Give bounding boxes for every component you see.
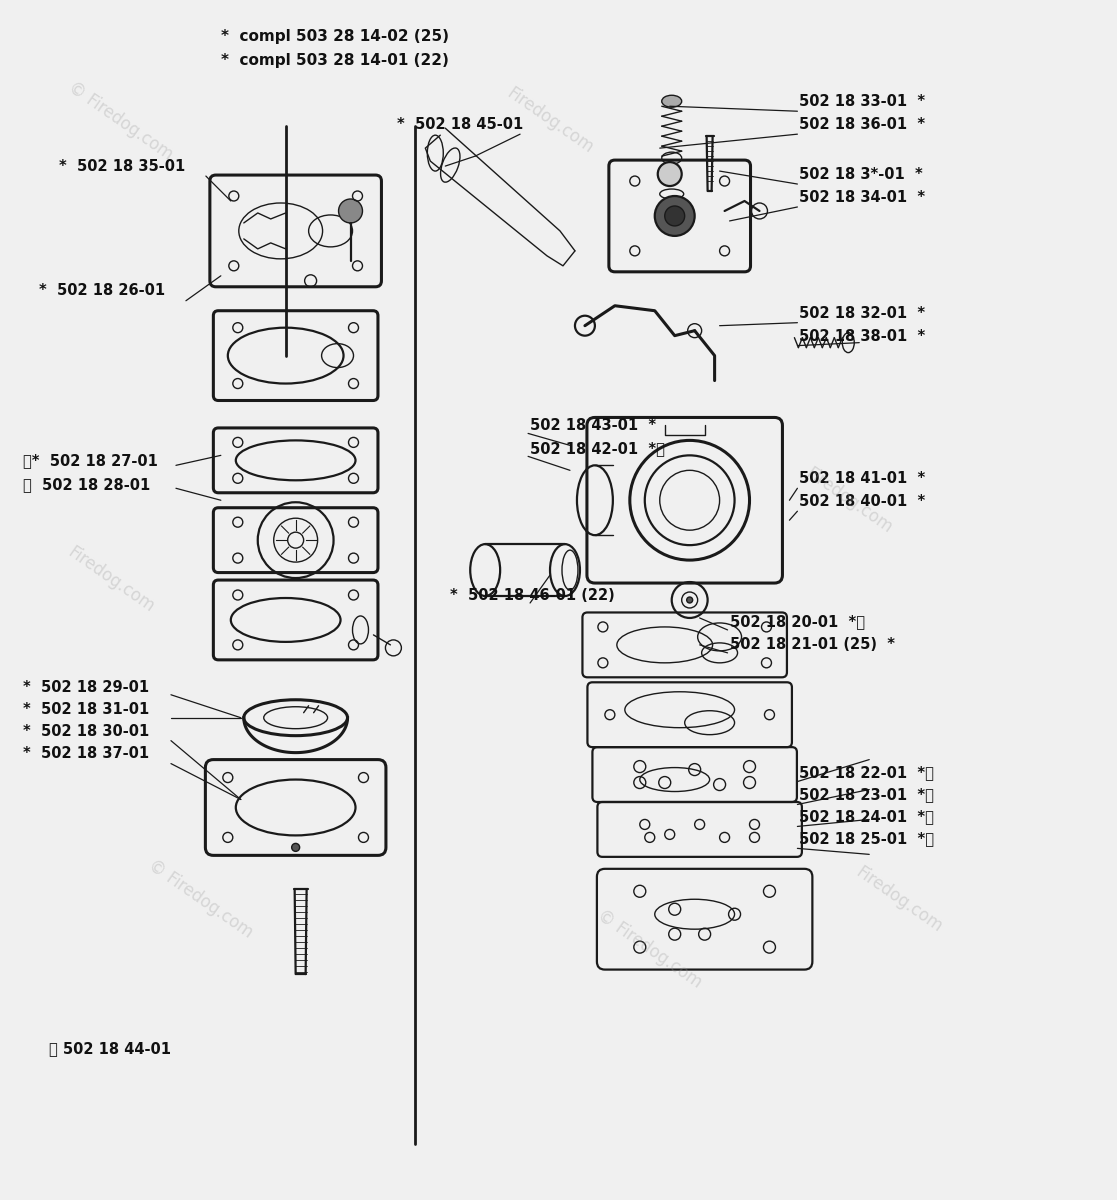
Text: *  502 18 29-01: * 502 18 29-01	[23, 680, 150, 695]
Text: Firedog.com: Firedog.com	[65, 544, 157, 617]
Text: 502 18 32-01  *: 502 18 32-01 *	[800, 306, 926, 322]
Text: Firedog.com: Firedog.com	[852, 863, 946, 936]
Text: 502 18 3*-01  *: 502 18 3*-01 *	[800, 167, 923, 181]
Text: 502 18 43-01  *: 502 18 43-01 *	[531, 418, 656, 433]
Text: *  502 18 35-01: * 502 18 35-01	[59, 158, 185, 174]
Text: ⓘ 502 18 44-01: ⓘ 502 18 44-01	[49, 1042, 171, 1056]
Text: 502 18 42-01  *ⓘ: 502 18 42-01 *ⓘ	[531, 440, 665, 456]
Circle shape	[658, 162, 681, 186]
Circle shape	[655, 196, 695, 236]
Ellipse shape	[661, 95, 681, 107]
Text: 502 18 40-01  *: 502 18 40-01 *	[800, 493, 926, 509]
Text: 502 18 20-01  *ⓘ: 502 18 20-01 *ⓘ	[729, 614, 865, 630]
Text: © Firedog.com: © Firedog.com	[66, 78, 176, 164]
Text: 502 18 24-01  *ⓘ: 502 18 24-01 *ⓘ	[800, 809, 934, 824]
Text: ⓨ*  502 18 27-01: ⓨ* 502 18 27-01	[23, 452, 159, 468]
Text: *  502 18 46-01 (22): * 502 18 46-01 (22)	[450, 588, 615, 602]
Text: 502 18 33-01  *: 502 18 33-01 *	[800, 94, 926, 109]
Text: 502 18 23-01  *ⓘ: 502 18 23-01 *ⓘ	[800, 787, 934, 802]
Text: 502 18 21-01 (25)  *: 502 18 21-01 (25) *	[729, 637, 895, 653]
Text: 502 18 34-01  *: 502 18 34-01 *	[800, 190, 926, 204]
Text: *  compl 503 28 14-02 (25): * compl 503 28 14-02 (25)	[221, 30, 449, 44]
Text: *  502 18 30-01: * 502 18 30-01	[23, 724, 150, 739]
Text: 502 18 25-01  *ⓘ: 502 18 25-01 *ⓘ	[800, 830, 935, 846]
Text: *  502 18 45-01: * 502 18 45-01	[398, 116, 524, 132]
Text: *  502 18 31-01: * 502 18 31-01	[23, 702, 150, 718]
Text: 502 18 38-01  *: 502 18 38-01 *	[800, 329, 926, 344]
Text: *  compl 503 28 14-01 (22): * compl 503 28 14-01 (22)	[221, 53, 449, 68]
Circle shape	[687, 598, 693, 602]
Circle shape	[665, 206, 685, 226]
Text: Firedog.com: Firedog.com	[504, 85, 596, 157]
Text: *  502 18 37-01: * 502 18 37-01	[23, 746, 150, 761]
Text: 502 18 36-01  *: 502 18 36-01 *	[800, 116, 926, 132]
Text: 502 18 22-01  *ⓘ: 502 18 22-01 *ⓘ	[800, 766, 934, 780]
Text: Firedog.com: Firedog.com	[802, 463, 896, 536]
Circle shape	[338, 199, 363, 223]
Text: *  502 18 26-01: * 502 18 26-01	[39, 283, 165, 299]
Text: © Firedog.com: © Firedog.com	[145, 857, 257, 942]
Text: 502 18 41-01  *: 502 18 41-01 *	[800, 470, 926, 486]
Circle shape	[292, 844, 299, 851]
Text: © Firedog.com: © Firedog.com	[594, 906, 706, 992]
Text: ⓘ  502 18 28-01: ⓘ 502 18 28-01	[23, 476, 151, 492]
